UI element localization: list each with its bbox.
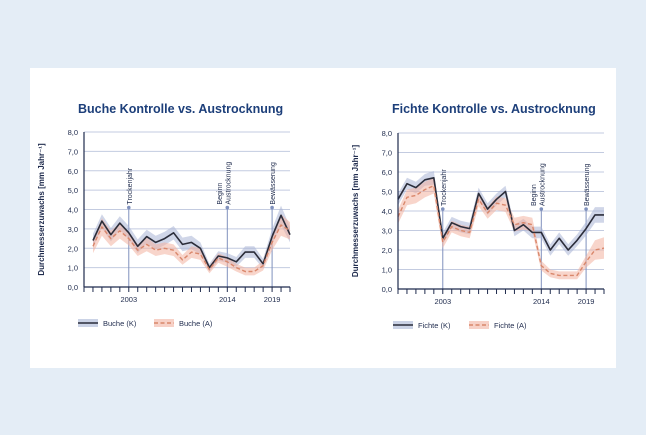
y-tick-label: 1,0 [68, 264, 78, 273]
annotation-marker [584, 207, 588, 211]
y-tick-label: 8,0 [68, 128, 78, 137]
y-tick-label: 7,0 [68, 147, 78, 156]
legend-label: Fichte (K) [418, 321, 451, 330]
legend: Fichte (K) Fichte (A) [393, 321, 527, 330]
annotation-marker [225, 205, 230, 210]
y-tick-label: 4,0 [382, 207, 392, 216]
y-tick-label: 3,0 [382, 227, 392, 236]
confidence-band-series-1 [93, 205, 290, 272]
series-line-1 [397, 177, 604, 251]
y-tick-label: 3,0 [68, 225, 78, 234]
annotation-label: Trockenjahr [127, 167, 134, 204]
annotation-marker [270, 205, 274, 210]
annotation-label: Bewässerung [584, 164, 591, 207]
series-line-1 [92, 214, 291, 269]
y-tick-label: 0,0 [382, 285, 392, 294]
x-tick-label: 2019 [264, 295, 281, 304]
chart-title: Fichte Kontrolle vs. Austrocknung [392, 102, 596, 116]
y-tick-label: 5,0 [382, 188, 392, 197]
y-tick-label: 6,0 [68, 167, 78, 176]
y-tick-label: 5,0 [68, 186, 78, 195]
confidence-band-series-2 [93, 214, 290, 276]
y-tick-label: 2,0 [68, 244, 78, 253]
legend-label: Buche (K) [103, 319, 137, 328]
x-tick-label: 2014 [219, 295, 236, 304]
annotation-marker [126, 205, 131, 210]
y-tick-label: 8,0 [382, 129, 392, 138]
y-tick-label: 1,0 [382, 266, 392, 275]
chart-panel-2: Fichte Kontrolle vs. Austrocknung 0,0 1,0 2… [351, 102, 605, 330]
y-tick-label: 2,0 [382, 246, 392, 255]
annotation-marker [539, 207, 544, 211]
x-tick-label: 2003 [434, 297, 451, 306]
x-tick-label: 2019 [578, 297, 595, 306]
annotation-label: Austrocknung [225, 162, 232, 205]
annotation-label: Austrocknung [539, 163, 546, 206]
y-axis-label: Durchmesserzuwachs [mm Jahr⁻¹] [351, 145, 360, 278]
legend-label: Fichte (A) [494, 321, 527, 330]
series-line-2 [92, 224, 291, 273]
y-tick-label: 6,0 [382, 168, 392, 177]
y-tick-label: 7,0 [382, 149, 392, 158]
chart-panel-1: Buche Kontrolle vs. Austrocknung 0,0 1,0 2,… [37, 102, 291, 328]
x-tick-label: 2003 [120, 295, 137, 304]
annotation-label: Trockenjahr [441, 169, 448, 206]
y-tick-label: 4,0 [68, 206, 78, 215]
confidence-band-series-2 [398, 177, 604, 280]
annotation-label: Beginn [217, 183, 224, 205]
series-line-2 [397, 184, 605, 277]
y-axis-label: Durchmesserzuwachs [mm Jahr⁻¹] [37, 143, 46, 276]
legend: Buche (K) Buche (A) [78, 319, 213, 328]
chart-title: Buche Kontrolle vs. Austrocknung [78, 102, 283, 116]
annotation-label: Beginn [531, 184, 538, 206]
y-tick-label: 0,0 [68, 283, 78, 292]
annotation-marker [440, 207, 445, 211]
annotation-label: Bewässerung [270, 162, 277, 205]
legend-label: Buche (A) [179, 319, 213, 328]
x-tick-label: 2014 [533, 297, 550, 306]
